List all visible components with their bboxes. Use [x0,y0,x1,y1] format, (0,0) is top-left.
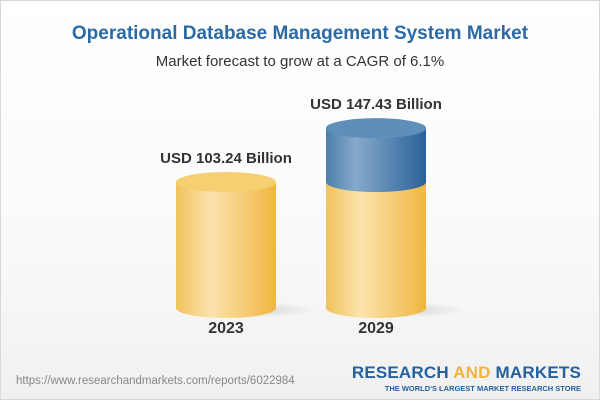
source-url[interactable]: https://www.researchandmarkets.com/repor… [16,375,295,387]
cylinder-body-2023 [176,182,276,318]
cylinder-top-2029 [326,118,426,139]
data-label: USD 147.43 Billion [310,96,442,113]
chart-title: Operational Database Management System M… [71,23,529,44]
logo-wordmark: RESEARCH AND MARKETS [351,363,581,382]
category-label: 2029 [358,320,394,337]
cylinder-top-2023 [176,172,276,193]
cylinder-body-2029 [326,182,426,318]
research-and-markets-logo: RESEARCH AND MARKETS THE WORLD'S LARGEST… [352,363,581,393]
data-label: USD 103.24 Billion [160,150,292,167]
chart-subtitle: Market forecast to grow at a CAGR of 6.1… [155,53,445,70]
logo-tagline: THE WORLD'S LARGEST MARKET RESEARCH STOR… [384,384,581,393]
category-label: 2023 [208,320,244,337]
cylinder-growth-segment-2029 [326,128,426,193]
